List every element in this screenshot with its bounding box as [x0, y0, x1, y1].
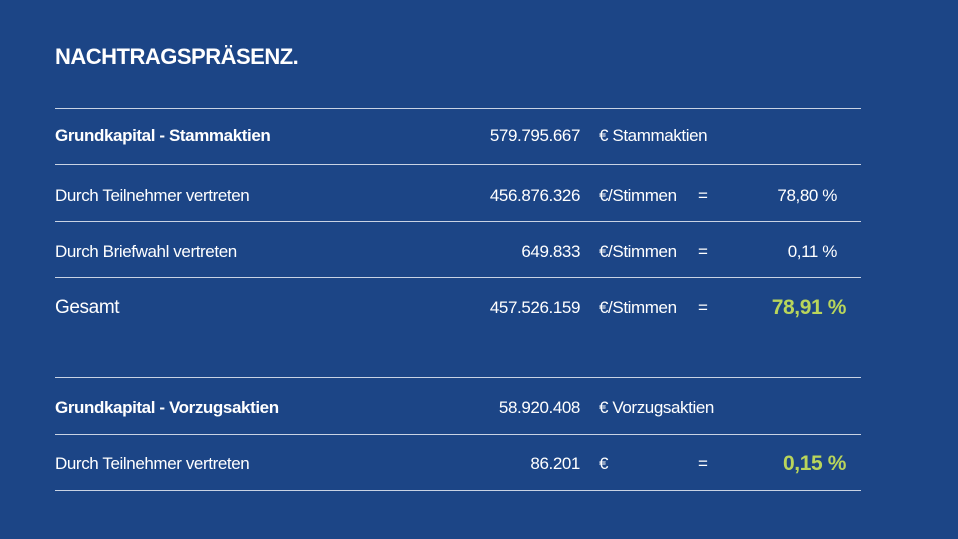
row-value: 58.920.408	[498, 398, 580, 417]
row-percent: 78,80 %	[777, 186, 837, 205]
equals-sign: =	[698, 298, 708, 317]
equals-sign: =	[698, 186, 708, 205]
row-value: 86.201	[530, 454, 580, 473]
divider	[55, 434, 861, 435]
row-label: Grundkapital - Vorzugsaktien	[55, 398, 279, 417]
total-percent: 78,91 %	[771, 296, 847, 319]
divider	[55, 277, 861, 278]
row-percent: 0,15 %	[783, 452, 846, 475]
row-unit: €	[599, 454, 609, 473]
total-unit: €/Stimmen	[599, 298, 677, 317]
row-unit: € Stammaktien	[599, 126, 708, 145]
row-label: Grundkapital - Stammaktien	[55, 126, 271, 145]
row-label: Durch Teilnehmer vertreten	[55, 186, 250, 205]
total-value: 457.526.159	[489, 298, 581, 317]
divider	[55, 377, 861, 378]
row-unit: € Vorzugsaktien	[599, 398, 714, 417]
row-unit: €/Stimmen	[599, 186, 677, 205]
divider	[55, 221, 861, 222]
equals-sign: =	[698, 242, 708, 261]
page-title: NACHTRAGSPRÄSENZ.	[55, 44, 299, 69]
table-row: Durch Teilnehmer vertreten 86.201 € = 0,…	[0, 452, 958, 476]
divider	[55, 108, 861, 109]
row-label: Durch Briefwahl vertreten	[55, 242, 237, 261]
row-unit: €/Stimmen	[599, 242, 677, 261]
table-row: Durch Teilnehmer vertreten 456.876.326 €…	[0, 184, 958, 208]
equals-sign: =	[698, 454, 708, 473]
divider	[55, 490, 861, 491]
divider	[55, 164, 861, 165]
row-value: 649.833	[521, 242, 580, 261]
row-value: 456.876.326	[489, 186, 581, 205]
row-value: 579.795.667	[489, 126, 581, 145]
table-row-stammaktien-header: Grundkapital - Stammaktien 579.795.667 €…	[0, 124, 958, 148]
row-percent: 0,11 %	[787, 242, 838, 261]
row-label: Durch Teilnehmer vertreten	[55, 454, 250, 473]
table-row-total: Gesamt 457.526.159 €/Stimmen = 78,91 %	[0, 296, 958, 320]
total-label: Gesamt	[55, 297, 120, 318]
table-row-vorzugsaktien-header: Grundkapital - Vorzugsaktien 58.920.408 …	[0, 396, 958, 420]
table-row: Durch Briefwahl vertreten 649.833 €/Stim…	[0, 240, 958, 264]
